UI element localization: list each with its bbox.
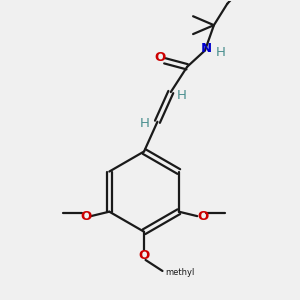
Text: O: O (197, 210, 208, 223)
Text: O: O (154, 51, 165, 64)
Text: O: O (138, 249, 150, 262)
Text: O: O (80, 210, 91, 223)
Text: methyl: methyl (165, 268, 194, 277)
Text: N: N (201, 42, 212, 55)
Text: H: H (215, 46, 225, 59)
Text: H: H (140, 117, 150, 130)
Text: H: H (177, 88, 187, 101)
